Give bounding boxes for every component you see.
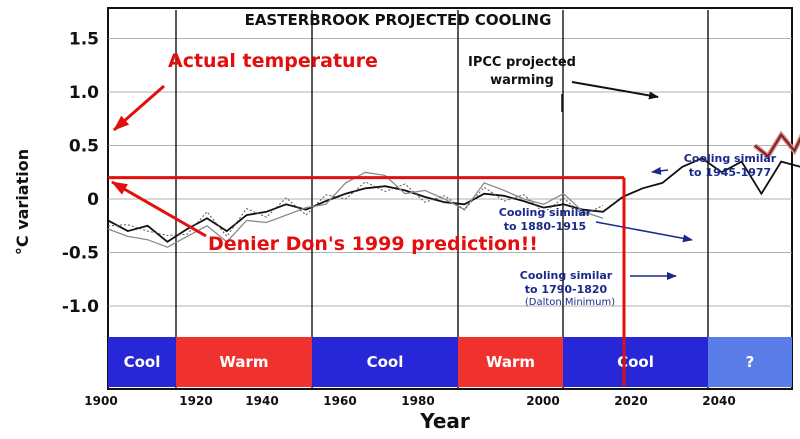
y-tick-label: -0.5	[62, 244, 99, 264]
plot-frame	[107, 7, 793, 390]
x-tick-label: 1940	[245, 394, 278, 408]
prediction-label: Denier Don's 1999 prediction!!	[208, 233, 538, 255]
x-tick-label: 2040	[702, 394, 735, 408]
band-2	[312, 337, 458, 387]
band-label: Cool	[367, 353, 404, 371]
cooling-label-2: Cooling similar	[499, 206, 592, 219]
x-tick-label: 2020	[614, 394, 647, 408]
y-axis-label: °C variation	[13, 149, 32, 255]
y-tick-label: 1.0	[69, 83, 99, 103]
cooling-label-1: Cooling similar	[684, 152, 777, 165]
band-label: Cool	[617, 353, 654, 371]
band-1	[176, 337, 312, 387]
band-4	[563, 337, 708, 387]
y-tick-label: 0.5	[69, 137, 99, 157]
band-label: ?	[746, 353, 755, 371]
band-3	[458, 337, 563, 387]
cooling-label-1: to 1945-1977	[689, 166, 771, 179]
ipcc-label: IPCC projected	[468, 55, 576, 70]
y-tick-label: 0	[87, 190, 99, 210]
x-axis-label: Year	[419, 409, 470, 433]
ipcc-label: warming	[490, 73, 554, 88]
x-tick-label: 1960	[323, 394, 356, 408]
band-label: Warm	[219, 353, 268, 371]
ipcc-arrow	[571, 81, 659, 100]
actual-arrow	[113, 84, 165, 132]
cooling-arrow-2	[595, 221, 693, 243]
x-tick-label: 1980	[401, 394, 434, 408]
cooling-arrow-1	[651, 166, 669, 175]
chart-title: EASTERBROOK PROJECTED COOLING	[245, 11, 552, 29]
x-tick-label: 1920	[179, 394, 212, 408]
cooling-label-3: (Dalton Minimum)	[525, 297, 615, 308]
cooling-label-3: to 1790-1820	[525, 283, 608, 296]
temp-series-line-3	[107, 181, 604, 238]
band-label: Cool	[124, 353, 161, 371]
x-tick-label: 2000	[526, 394, 559, 408]
cooling-label-3: Cooling similar	[520, 269, 613, 282]
band-0	[108, 337, 176, 387]
cooling-label-2: to 1880-1915	[504, 220, 586, 233]
band-label: Warm	[486, 353, 535, 371]
y-tick-label: 1.5	[69, 30, 99, 50]
band-5	[708, 337, 792, 387]
actual-temperature-label: Actual temperature	[168, 50, 378, 72]
x-tick-label: 1900	[84, 394, 117, 408]
y-tick-label: -1.0	[62, 297, 99, 317]
prediction-arrow	[111, 180, 207, 238]
